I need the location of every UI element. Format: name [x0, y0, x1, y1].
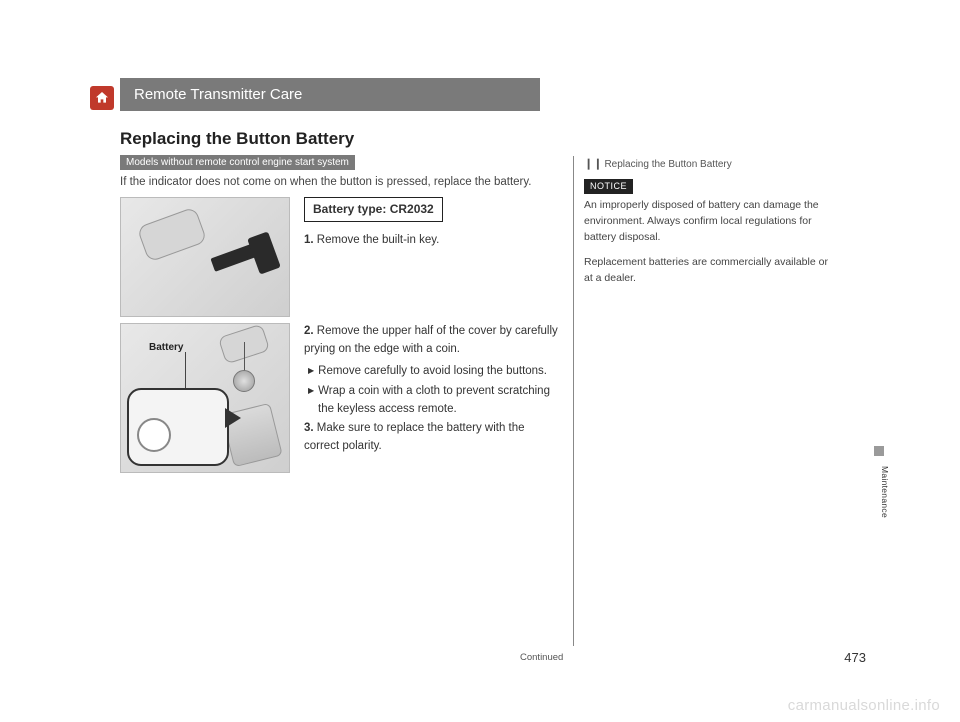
- step-2-num: 2.: [304, 325, 314, 337]
- battery-disc-shape: [137, 418, 171, 452]
- battery-type-box: Battery type: CR2032: [304, 197, 443, 222]
- home-icon[interactable]: [90, 86, 114, 110]
- step-1-num: 1.: [304, 234, 314, 246]
- key-head-shape: [247, 232, 281, 275]
- section-tab-marker: [874, 446, 884, 456]
- coin-shape: [233, 370, 255, 392]
- section-tab-label: Maintenance: [880, 466, 890, 518]
- model-badge: Models without remote control engine sta…: [120, 155, 355, 170]
- sidebar-ref-text: Replacing the Button Battery: [604, 159, 731, 170]
- continued-label: Continued: [520, 652, 563, 663]
- figure-pry-cover: Battery: [120, 323, 290, 473]
- step-3: 3. Make sure to replace the battery with…: [304, 420, 559, 456]
- step-2-text: Remove the upper half of the cover by ca…: [304, 325, 558, 355]
- coin-leader-line: [244, 342, 245, 372]
- sidebar: ❙❙Replacing the Button Battery NOTICE An…: [573, 156, 828, 646]
- ref-icon: ❙❙: [584, 158, 602, 170]
- battery-label: Battery: [149, 342, 183, 353]
- sidebar-para2: Replacement batteries are commercially a…: [584, 255, 828, 287]
- step-1-text: Remove the built-in key.: [317, 234, 440, 246]
- steps-col-1: Battery type: CR2032 1. Remove the built…: [304, 197, 559, 317]
- steps-col-2: 2. Remove the upper half of the cover by…: [304, 323, 559, 473]
- figure-remove-key: [120, 197, 290, 317]
- step-2: 2. Remove the upper half of the cover by…: [304, 323, 559, 359]
- step-2-sub2: Wrap a coin with a cloth to prevent scra…: [304, 383, 559, 419]
- battery-leader-line: [185, 352, 186, 392]
- section-heading: Replacing the Button Battery: [120, 129, 860, 149]
- page-number: 473: [844, 650, 866, 665]
- page-title: Remote Transmitter Care: [134, 86, 302, 103]
- notice-badge: NOTICE: [584, 179, 633, 195]
- step-2-sub1: Remove carefully to avoid losing the but…: [304, 363, 559, 381]
- step-3-num: 3.: [304, 422, 314, 434]
- watermark: carmanualsonline.info: [788, 697, 940, 714]
- page-title-bar: Remote Transmitter Care: [120, 78, 540, 111]
- step-3-text: Make sure to replace the battery with th…: [304, 422, 525, 452]
- step-1: 1. Remove the built-in key.: [304, 232, 559, 250]
- sidebar-ref-heading: ❙❙Replacing the Button Battery: [584, 156, 828, 173]
- notice-text: An improperly disposed of battery can da…: [584, 198, 828, 245]
